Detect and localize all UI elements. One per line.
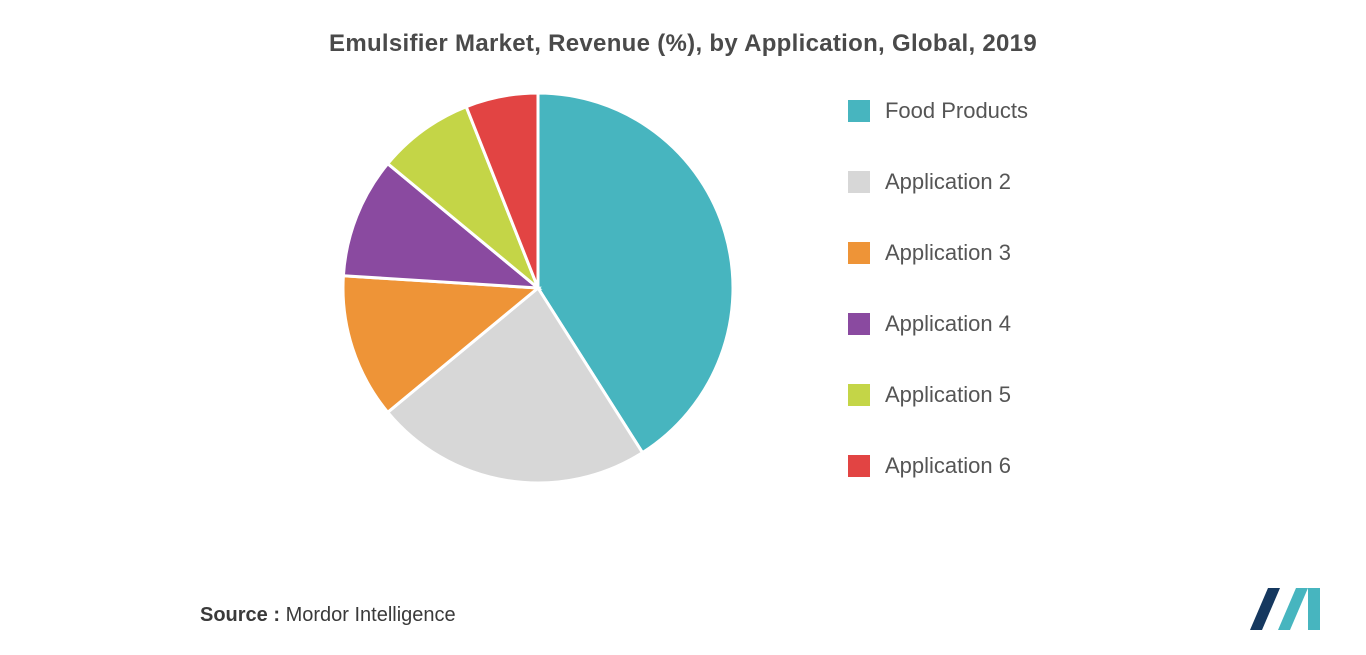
legend-label: Application 4 xyxy=(885,311,1011,337)
legend-item-5: Application 6 xyxy=(848,453,1028,479)
legend-item-0: Food Products xyxy=(848,98,1028,124)
legend-label: Application 2 xyxy=(885,169,1011,195)
pie-svg xyxy=(338,88,738,488)
legend: Food Products Application 2 Application 3 A… xyxy=(848,88,1028,479)
legend-swatch xyxy=(848,313,870,335)
legend-item-2: Application 3 xyxy=(848,240,1028,266)
source-label: Source : xyxy=(200,604,280,626)
chart-title: Emulsifier Market, Revenue (%), by Appli… xyxy=(60,30,1306,58)
legend-label: Application 6 xyxy=(885,453,1011,479)
legend-swatch xyxy=(848,100,870,122)
legend-swatch xyxy=(848,242,870,264)
chart-area: Food Products Application 2 Application 3 A… xyxy=(60,88,1306,488)
logo-icon xyxy=(1248,584,1326,635)
legend-swatch xyxy=(848,384,870,406)
source-text: Mordor Intelligence xyxy=(280,604,456,626)
legend-item-4: Application 5 xyxy=(848,382,1028,408)
legend-label: Application 5 xyxy=(885,382,1011,408)
legend-swatch xyxy=(848,171,870,193)
legend-label: Food Products xyxy=(885,98,1028,124)
legend-swatch xyxy=(848,455,870,477)
legend-item-3: Application 4 xyxy=(848,311,1028,337)
pie-chart xyxy=(338,88,738,488)
legend-item-1: Application 2 xyxy=(848,169,1028,195)
legend-label: Application 3 xyxy=(885,240,1011,266)
source-line: Source : Mordor Intelligence xyxy=(200,604,456,627)
logo-icon xyxy=(1248,584,1326,630)
